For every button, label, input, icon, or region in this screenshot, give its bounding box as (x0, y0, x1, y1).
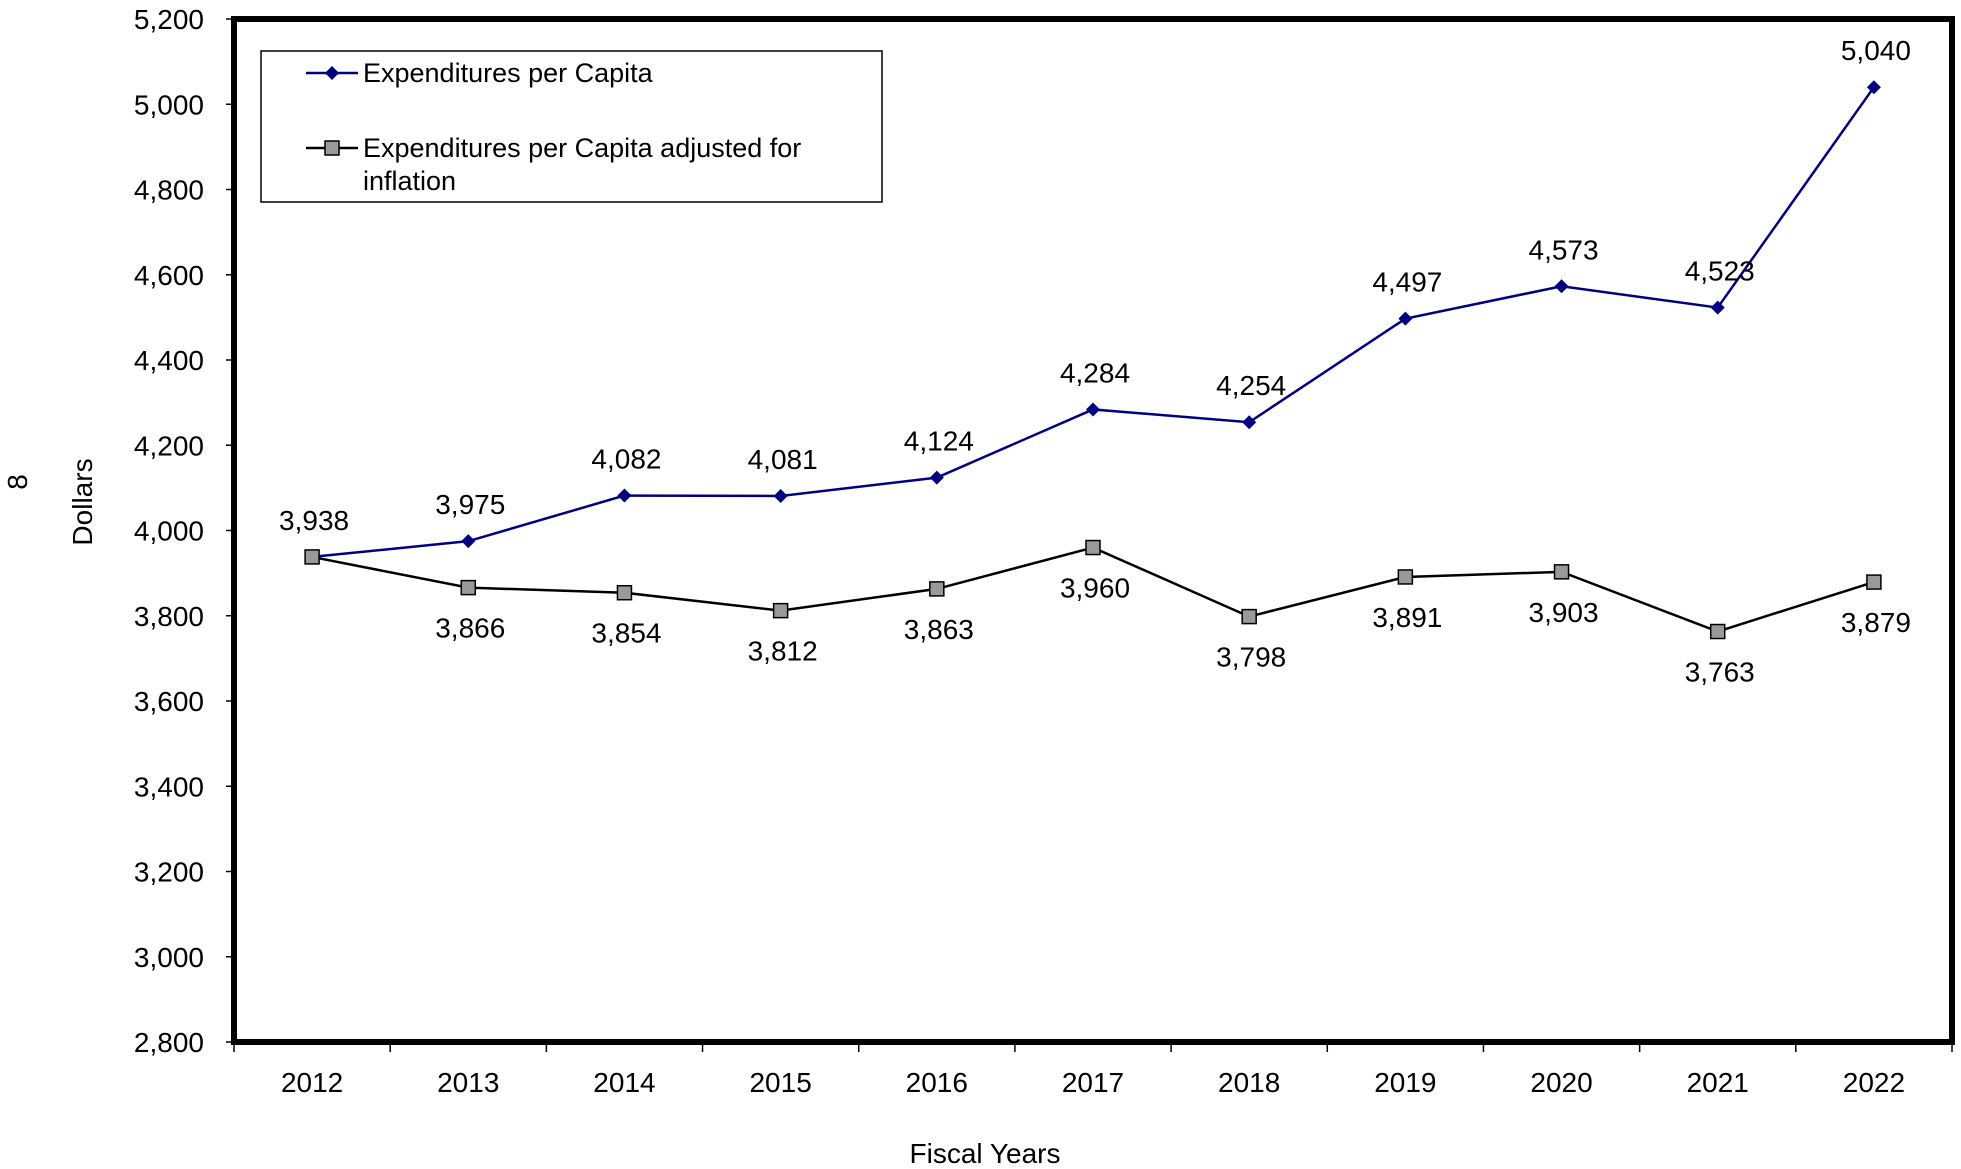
marker-diamond (1242, 415, 1257, 430)
y-tick-label: 4,600 (134, 260, 204, 291)
data-label-1: 3,863 (904, 614, 974, 645)
y-tick-label: 3,800 (134, 601, 204, 632)
marker-square (304, 549, 320, 565)
y-tick-label: 2,800 (134, 1027, 204, 1058)
x-tick-label: 2019 (1374, 1067, 1436, 1098)
y-tick-label: 3,000 (134, 942, 204, 973)
marker-diamond (617, 488, 632, 503)
x-tick-labels: 2012 2013 2014 2015 2016 2017 2018 2019 2020 2021… (281, 1067, 1905, 1098)
y-tick-label: 4,200 (134, 430, 204, 461)
data-label-1: 3,960 (1060, 573, 1130, 604)
x-tick-label: 2021 (1687, 1067, 1749, 1098)
data-label-1: 3,879 (1841, 607, 1911, 638)
data-label-1: 3,798 (1216, 642, 1286, 673)
marker-diamond (1866, 80, 1881, 95)
legend: Expenditures per Capita Expenditures per… (260, 50, 883, 203)
x-tick-label: 2020 (1530, 1067, 1592, 1098)
x-tick-label: 2015 (749, 1067, 811, 1098)
legend-marker-diamond (325, 66, 339, 80)
y-tick-label: 3,200 (134, 857, 204, 888)
marker-diamond (1554, 279, 1569, 294)
legend-box (260, 50, 883, 203)
data-label-0: 4,497 (1372, 267, 1442, 298)
legend-label-adjusted-line1: Expenditures per Capita adjusted for (363, 133, 801, 163)
data-label-0: 4,082 (591, 444, 661, 475)
data-label-1: 3,866 (435, 613, 505, 644)
x-tick-label: 2016 (906, 1067, 968, 1098)
marker-square (1709, 623, 1726, 640)
marker-diamond (773, 488, 788, 503)
data-label-1: 3,903 (1529, 597, 1599, 628)
data-label-1: 3,891 (1372, 602, 1442, 633)
y-tick-label: 5,000 (134, 89, 204, 120)
data-label-1: 3,812 (748, 636, 818, 667)
y-tick-label: 5,200 (134, 4, 204, 35)
y-tick-labels: 2,800 3,000 3,200 3,400 3,600 3,800 4,000 4,200… (134, 4, 204, 1058)
y-axis-title: Dollars (67, 458, 98, 545)
marker-square (1866, 574, 1882, 590)
data-label-0: 4,254 (1216, 370, 1286, 401)
data-label-0: 3,975 (435, 489, 505, 520)
legend-label-adjusted: Expenditures per Capita adjusted for inf… (363, 133, 809, 196)
x-tick-label: 2018 (1218, 1067, 1280, 1098)
y-tick-label: 3,400 (134, 771, 204, 802)
marker-square (460, 579, 477, 596)
data-label-0: 4,081 (748, 444, 818, 475)
marker-square (1085, 539, 1101, 556)
x-tick-label: 2014 (593, 1067, 655, 1098)
x-tick-label: 2022 (1843, 1067, 1905, 1098)
marker-diamond (1710, 300, 1725, 315)
x-tick-label: 2012 (281, 1067, 343, 1098)
marker-square (616, 584, 633, 601)
legend-label-expenditures: Expenditures per Capita (363, 58, 654, 88)
side-note: 8 (2, 474, 33, 490)
y-tick-label: 4,800 (134, 175, 204, 206)
y-tick-label: 4,400 (134, 345, 204, 376)
data-label-0: 5,040 (1841, 35, 1911, 66)
tick-marks (226, 18, 1953, 1052)
marker-square (1397, 569, 1414, 585)
marker-diamond (1086, 402, 1100, 417)
marker-square (772, 602, 789, 619)
marker-diamond (461, 534, 476, 549)
x-tick-label: 2017 (1062, 1067, 1124, 1098)
series-layer (304, 80, 1882, 640)
data-label-0: 4,523 (1685, 256, 1755, 287)
y-tick-label: 3,600 (134, 686, 204, 717)
marker-diamond (1398, 311, 1413, 326)
marker-diamond (929, 470, 944, 485)
legend-label-adjusted-line2: inflation (363, 166, 456, 196)
data-label-1: 3,763 (1685, 657, 1755, 688)
y-tick-label: 4,000 (134, 516, 204, 547)
x-tick-label: 2013 (437, 1067, 499, 1098)
data-label-0: 3,938 (279, 505, 349, 536)
marker-square (1241, 608, 1257, 625)
marker-square (1553, 564, 1570, 580)
data-label-0: 4,284 (1060, 357, 1130, 388)
legend-marker-square (324, 140, 340, 156)
data-label-0: 4,573 (1529, 234, 1599, 265)
data-label-1: 3,854 (591, 618, 661, 649)
marker-square (929, 581, 945, 597)
data-label-0: 4,124 (904, 426, 974, 457)
x-axis-title: Fiscal Years (910, 1138, 1061, 1169)
data-labels: 3,938 3,975 4,082 4,081 4,124 4,284 4,254 4,497… (279, 35, 1911, 687)
